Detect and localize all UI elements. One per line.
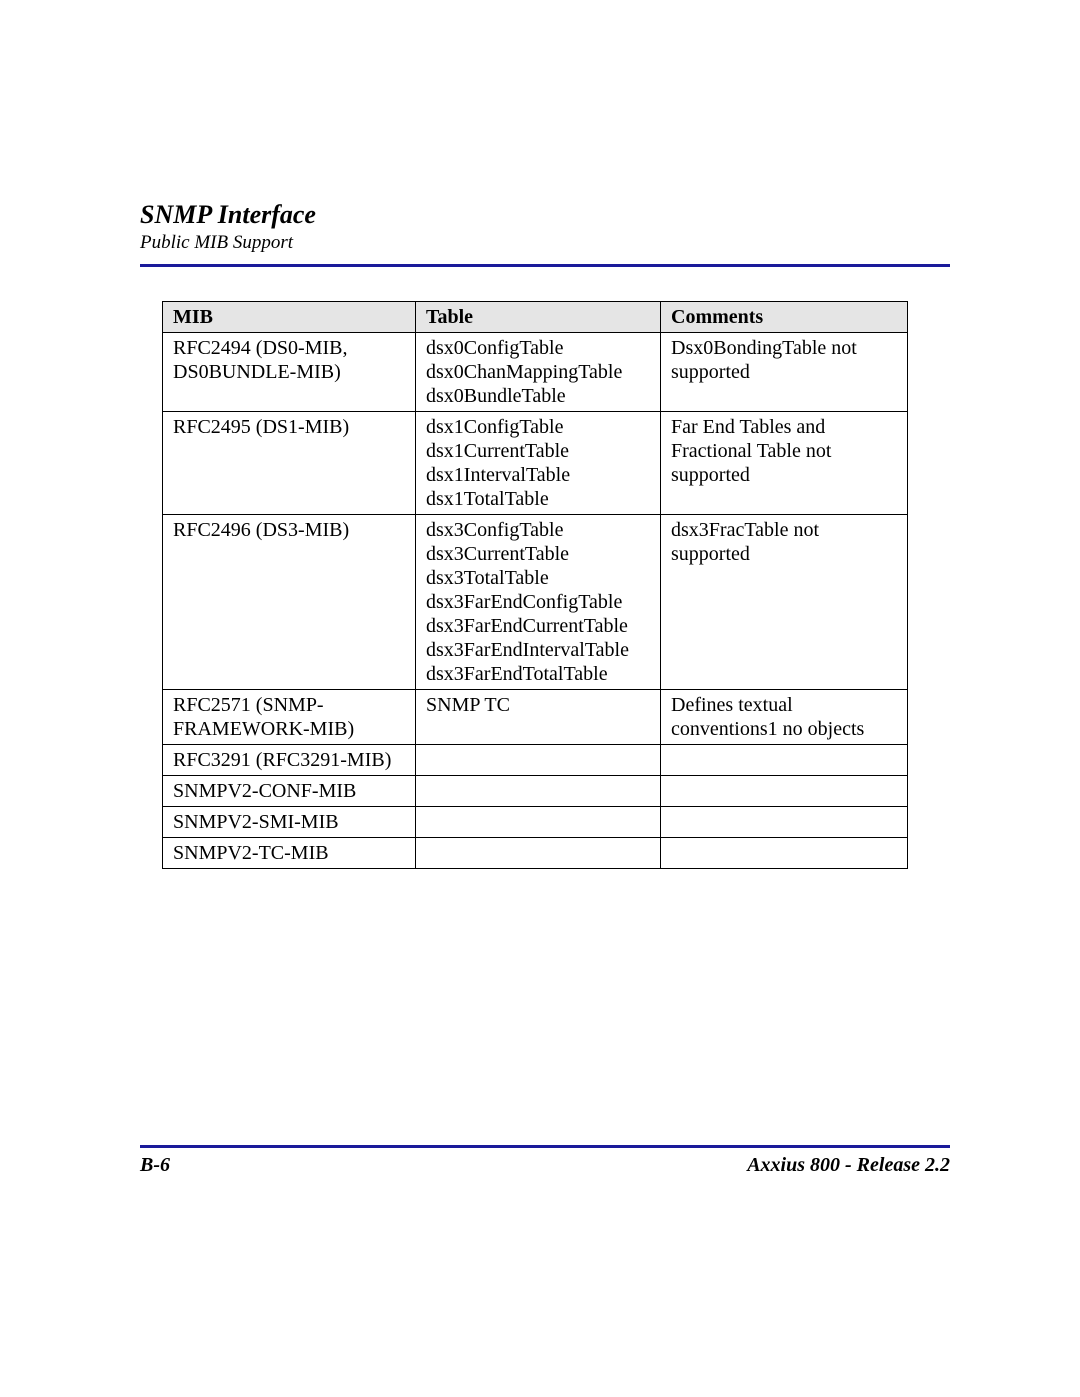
- cell-text: dsx0ConfigTable: [426, 336, 652, 360]
- table-cell: [416, 807, 661, 838]
- cell-text: dsx1IntervalTable: [426, 463, 652, 487]
- cell-text: conventions1 no objects: [671, 717, 899, 741]
- footer-row: B-6 Axxius 800 - Release 2.2: [140, 1154, 950, 1177]
- mib-table: MIB Table Comments RFC2494 (DS0-MIB,DS0B…: [162, 301, 908, 869]
- table-container: MIB Table Comments RFC2494 (DS0-MIB,DS0B…: [140, 301, 950, 869]
- cell-text: RFC2496 (DS3-MIB): [173, 518, 407, 542]
- table-cell: RFC2571 (SNMP-FRAMEWORK-MIB): [163, 690, 416, 745]
- table-cell: Defines textualconventions1 no objects: [661, 690, 908, 745]
- cell-text: SNMPV2-SMI-MIB: [173, 810, 407, 834]
- table-cell: [416, 745, 661, 776]
- table-cell: RFC2496 (DS3-MIB): [163, 515, 416, 690]
- table-cell: RFC2495 (DS1-MIB): [163, 412, 416, 515]
- footer-release: Axxius 800 - Release 2.2: [747, 1154, 950, 1177]
- table-cell: [661, 838, 908, 869]
- cell-text: RFC2495 (DS1-MIB): [173, 415, 407, 439]
- cell-text: RFC3291 (RFC3291-MIB): [173, 748, 407, 772]
- cell-text: supported: [671, 542, 899, 566]
- table-row: RFC3291 (RFC3291-MIB): [163, 745, 908, 776]
- table-row: SNMPV2-TC-MIB: [163, 838, 908, 869]
- table-row: SNMPV2-SMI-MIB: [163, 807, 908, 838]
- cell-text: RFC2571 (SNMP-: [173, 693, 407, 717]
- table-cell: [661, 807, 908, 838]
- table-row: RFC2495 (DS1-MIB) dsx1ConfigTabledsx1Curr…: [163, 412, 908, 515]
- table-row: RFC2496 (DS3-MIB) dsx3ConfigTabledsx3Curr…: [163, 515, 908, 690]
- col-header-table: Table: [416, 302, 661, 333]
- cell-text: dsx3FracTable not: [671, 518, 899, 542]
- cell-text: supported: [671, 360, 899, 384]
- table-cell: Far End Tables andFractional Table notsu…: [661, 412, 908, 515]
- cell-text: dsx0BundleTable: [426, 384, 652, 408]
- table-cell: SNMPV2-CONF-MIB: [163, 776, 416, 807]
- cell-text: SNMPV2-CONF-MIB: [173, 779, 407, 803]
- table-cell: SNMPV2-TC-MIB: [163, 838, 416, 869]
- cell-text: Far End Tables and: [671, 415, 899, 439]
- cell-text: FRAMEWORK-MIB): [173, 717, 407, 741]
- section-subtitle: Public MIB Support: [140, 232, 950, 254]
- table-cell: [416, 776, 661, 807]
- table-cell: dsx3FracTable notsupported: [661, 515, 908, 690]
- cell-text: dsx1ConfigTable: [426, 415, 652, 439]
- cell-text: dsx3CurrentTable: [426, 542, 652, 566]
- cell-text: dsx3FarEndCurrentTable: [426, 614, 652, 638]
- cell-text: Dsx0BondingTable not: [671, 336, 899, 360]
- table-cell: dsx3ConfigTabledsx3CurrentTabledsx3Total…: [416, 515, 661, 690]
- header-rule: [140, 264, 950, 267]
- cell-text: dsx3FarEndConfigTable: [426, 590, 652, 614]
- table-cell: dsx0ConfigTabledsx0ChanMappingTabledsx0B…: [416, 333, 661, 412]
- page: SNMP Interface Public MIB Support MIB Ta…: [0, 0, 1080, 1397]
- table-cell: SNMP TC: [416, 690, 661, 745]
- cell-text: Defines textual: [671, 693, 899, 717]
- footer-page-number: B-6: [140, 1154, 170, 1177]
- cell-text: dsx0ChanMappingTable: [426, 360, 652, 384]
- table-row: RFC2494 (DS0-MIB,DS0BUNDLE-MIB)dsx0Confi…: [163, 333, 908, 412]
- cell-text: dsx1CurrentTable: [426, 439, 652, 463]
- cell-text: supported: [671, 463, 899, 487]
- table-cell: [661, 745, 908, 776]
- cell-text: Fractional Table not: [671, 439, 899, 463]
- cell-text: dsx3ConfigTable: [426, 518, 652, 542]
- table-cell: RFC2494 (DS0-MIB,DS0BUNDLE-MIB): [163, 333, 416, 412]
- cell-text: SNMPV2-TC-MIB: [173, 841, 407, 865]
- footer-rule: [140, 1145, 950, 1148]
- cell-text: SNMP TC: [426, 693, 652, 717]
- cell-text: RFC2494 (DS0-MIB,: [173, 336, 407, 360]
- cell-text: dsx3FarEndIntervalTable: [426, 638, 652, 662]
- table-cell: dsx1ConfigTabledsx1CurrentTabledsx1Inter…: [416, 412, 661, 515]
- table-cell: Dsx0BondingTable notsupported: [661, 333, 908, 412]
- table-row: SNMPV2-CONF-MIB: [163, 776, 908, 807]
- col-header-mib: MIB: [163, 302, 416, 333]
- cell-text: dsx3TotalTable: [426, 566, 652, 590]
- table-cell: RFC3291 (RFC3291-MIB): [163, 745, 416, 776]
- table-cell: SNMPV2-SMI-MIB: [163, 807, 416, 838]
- cell-text: dsx3FarEndTotalTable: [426, 662, 652, 686]
- cell-text: dsx1TotalTable: [426, 487, 652, 511]
- table-row: RFC2571 (SNMP-FRAMEWORK-MIB) SNMP TC Defin…: [163, 690, 908, 745]
- section-title: SNMP Interface: [140, 200, 950, 230]
- page-footer: B-6 Axxius 800 - Release 2.2: [140, 1145, 950, 1177]
- table-cell: [661, 776, 908, 807]
- table-header-row: MIB Table Comments: [163, 302, 908, 333]
- col-header-comments: Comments: [661, 302, 908, 333]
- table-cell: [416, 838, 661, 869]
- cell-text: DS0BUNDLE-MIB): [173, 360, 407, 384]
